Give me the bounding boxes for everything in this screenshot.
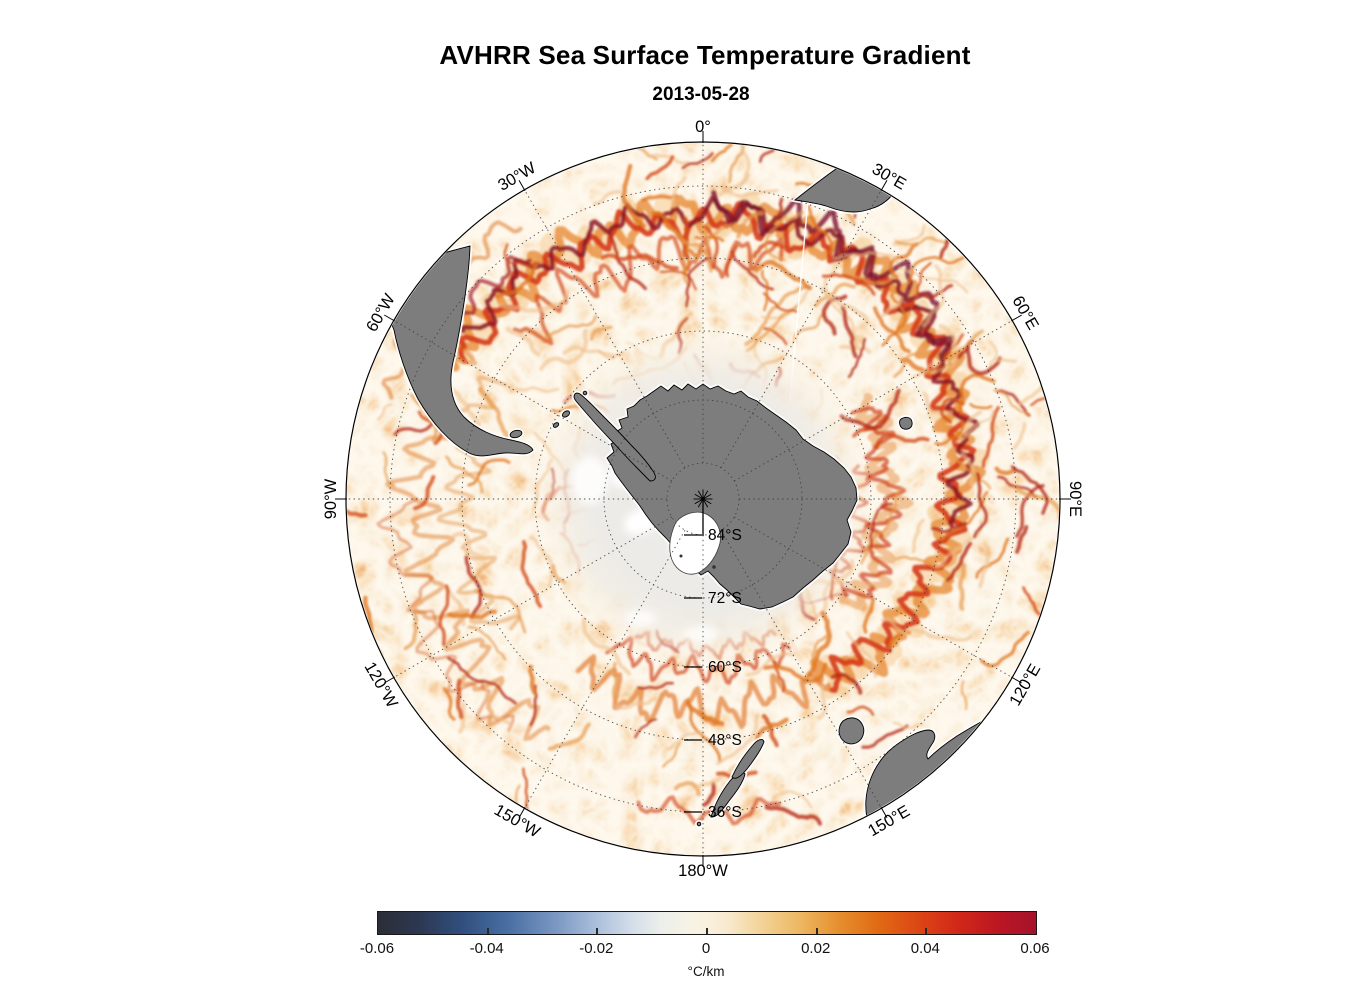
meridian-line bbox=[720, 529, 882, 808]
meridian-line bbox=[733, 320, 1012, 482]
colorbar-tick-mark bbox=[815, 928, 818, 934]
island bbox=[679, 554, 683, 558]
antarctic-peninsula bbox=[573, 392, 656, 482]
lat-label-72S: 72°S bbox=[708, 590, 742, 607]
pole-star-ray bbox=[694, 493, 704, 500]
chart-subtitle: 2013-05-28 bbox=[652, 84, 750, 105]
longitude-ticks bbox=[335, 131, 1071, 867]
colorbar-tick-label: 0.04 bbox=[910, 940, 940, 957]
longitude-tick bbox=[384, 676, 395, 684]
lon-label-90E: 90°E bbox=[1066, 481, 1084, 517]
meridian-line bbox=[394, 320, 673, 482]
lon-label-0: 0° bbox=[695, 118, 711, 136]
pole-star-ray bbox=[694, 498, 704, 505]
colorbar bbox=[377, 911, 1037, 935]
pole-star-ray bbox=[702, 490, 709, 500]
kerguelen-island bbox=[899, 416, 913, 430]
ice-patch bbox=[625, 610, 657, 626]
south-america bbox=[389, 245, 534, 457]
new-zealand-north-island bbox=[731, 738, 765, 779]
longitude-tick bbox=[880, 180, 888, 191]
new-zealand-south-island bbox=[710, 772, 746, 818]
colorbar-tick-mark bbox=[706, 928, 708, 934]
colorbar-tick-label: -0.06 bbox=[359, 940, 395, 957]
ross-ice-shelf bbox=[669, 511, 721, 575]
lon-label-180W: 180°W bbox=[678, 862, 728, 880]
lat-label-84S: 84°S bbox=[708, 527, 742, 544]
meridian-line bbox=[394, 516, 673, 678]
falkland-islands bbox=[509, 429, 523, 439]
colorbar-unit-label: °C/km bbox=[687, 964, 725, 979]
latitude-labels: 84°S 72°S 60°S 48°S 36°S bbox=[684, 527, 742, 821]
longitude-tick bbox=[1011, 314, 1022, 322]
colorbar-tick-label: -0.02 bbox=[579, 940, 614, 957]
pole-star-ray bbox=[697, 490, 704, 500]
meridian-line bbox=[524, 190, 686, 469]
ice-patch bbox=[572, 456, 608, 504]
ice-patch bbox=[682, 626, 718, 642]
meridian-line bbox=[720, 190, 882, 469]
colorbar-tick-labels: -0.06 -0.04 -0.02 0 0.02 0.04 0.06 bbox=[360, 940, 1050, 960]
island bbox=[552, 422, 560, 428]
south-pole-marker bbox=[693, 489, 713, 536]
graticule bbox=[347, 143, 1059, 855]
lat-label-48S: 48°S bbox=[708, 732, 742, 749]
island bbox=[582, 390, 588, 396]
pole-star-ray bbox=[697, 498, 704, 508]
longitude-tick bbox=[880, 807, 888, 818]
lat-label-36S: 36°S bbox=[708, 804, 742, 821]
colorbar-tick-label: 0 bbox=[701, 940, 711, 957]
colorbar-tick-label: 0.02 bbox=[801, 940, 831, 957]
colorbar-tick-label: -0.04 bbox=[469, 940, 504, 957]
chart-title: AVHRR Sea Surface Temperature Gradient bbox=[439, 40, 971, 70]
meridian-line bbox=[524, 529, 686, 808]
colorbar-tick-label: 0.06 bbox=[1020, 940, 1050, 957]
tasmania bbox=[838, 717, 865, 745]
longitude-tick bbox=[518, 180, 526, 191]
island bbox=[712, 565, 716, 569]
pole-star-ray bbox=[702, 493, 712, 500]
colorbar-tick-mark bbox=[486, 928, 489, 934]
lon-label-90W: 90°W bbox=[322, 478, 340, 519]
island bbox=[696, 821, 702, 827]
meridian-line bbox=[733, 516, 1012, 678]
longitude-tick bbox=[1011, 676, 1022, 684]
latitude-ring bbox=[389, 185, 1017, 813]
pole-star-ray bbox=[702, 498, 712, 505]
colorbar-tick-mark bbox=[596, 928, 599, 934]
latitude-ring bbox=[534, 330, 872, 668]
longitude-tick bbox=[384, 314, 395, 322]
pole-star-ray bbox=[702, 498, 709, 508]
south-shetland-islands bbox=[561, 410, 571, 418]
latitude-ring bbox=[461, 257, 945, 741]
colorbar-tick-mark bbox=[925, 928, 928, 934]
longitude-tick bbox=[518, 807, 526, 818]
lat-label-60S: 60°S bbox=[708, 659, 742, 676]
